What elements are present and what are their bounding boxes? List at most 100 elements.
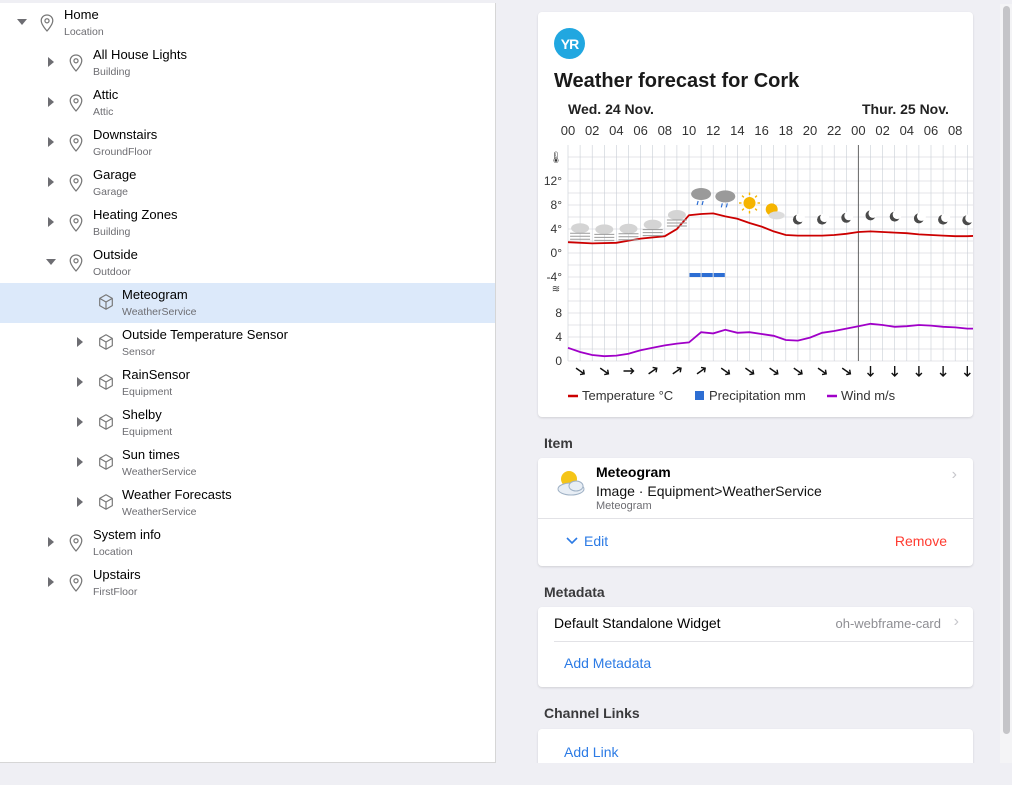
rain-cloud-icon [691, 188, 712, 206]
chevron-down-icon [566, 537, 578, 545]
tree-item[interactable]: Weather Forecasts WeatherService [0, 483, 495, 523]
collapse-toggle-icon[interactable] [14, 14, 30, 30]
tree-item-label: Shelby [122, 407, 162, 422]
legend-label: Temperature °C [582, 388, 673, 403]
tree-item[interactable]: Outside Temperature Sensor Sensor [0, 323, 495, 363]
tree-item[interactable]: RainSensor Equipment [0, 363, 495, 403]
meteogram-chart: 00 02 04 06 08 10 12 14 16 18 20 22 00 02 04 06 0812°8°4… [544, 123, 973, 403]
cube-icon [97, 493, 115, 513]
sun-icon [739, 192, 760, 214]
hour-tick-label: 04 [900, 123, 914, 138]
edit-button[interactable]: Edit [566, 533, 608, 549]
tree-item-sublabel: GroundFloor [93, 146, 152, 158]
expand-toggle-icon[interactable] [72, 494, 88, 510]
hour-tick-label: 00 [561, 123, 575, 138]
expand-toggle-icon[interactable] [72, 414, 88, 430]
remove-button[interactable]: Remove [894, 533, 947, 549]
tree-item[interactable]: Attic Attic [0, 83, 495, 123]
tree-item[interactable]: Meteogram WeatherService [0, 283, 495, 323]
tree-item[interactable]: Garage Garage [0, 163, 495, 203]
tree-item-label: Weather Forecasts [122, 487, 232, 502]
cube-icon [97, 453, 115, 473]
tree-item-sublabel: Garage [93, 186, 129, 198]
tree-item-sublabel: Equipment [122, 386, 173, 398]
temperature-tick-label: 12° [544, 174, 562, 188]
tree-item[interactable]: Sun times WeatherService [0, 443, 495, 483]
moon-icon [841, 211, 854, 223]
tree-item-sublabel: Attic [93, 106, 114, 118]
expand-toggle-icon[interactable] [43, 54, 59, 70]
tree-item[interactable]: Heating Zones Building [0, 203, 495, 243]
edit-button-label: Edit [584, 533, 609, 549]
wind-arrow-icon [891, 366, 899, 377]
tree-item-label: System info [93, 527, 161, 542]
tree-item-label: Meteogram [122, 287, 188, 302]
scrollbar-thumb[interactable] [1003, 6, 1010, 734]
expand-toggle-icon[interactable] [43, 94, 59, 110]
temperature-tick-label: 0° [551, 246, 563, 260]
wind-arrow-icon [720, 367, 731, 376]
rain-cloud-icon [715, 190, 736, 208]
chevron-right-icon[interactable]: › [951, 466, 957, 483]
metadata-section-title: Metadata [544, 584, 605, 600]
expand-toggle-icon[interactable] [72, 454, 88, 470]
wind-line [567, 322, 973, 358]
wind-arrow-icon [867, 366, 874, 377]
partly-cloudy-icon [557, 471, 585, 496]
tree-item[interactable]: Shelby Equipment [0, 403, 495, 443]
add-link-button[interactable]: Add Link [564, 744, 619, 760]
expand-toggle-icon[interactable] [43, 174, 59, 190]
expand-toggle-icon[interactable] [43, 574, 59, 590]
tree-item[interactable]: All House Lights Building [0, 43, 495, 83]
moon-icon [792, 213, 805, 225]
fog-icon [642, 219, 663, 237]
location-pin-icon [68, 133, 86, 153]
temperature-tick-label: 4° [551, 222, 563, 236]
fog-icon [666, 210, 687, 227]
tree-item-label: Outside Temperature Sensor [122, 327, 288, 342]
moon-icon [889, 210, 902, 222]
tree-item-label: Garage [93, 167, 137, 182]
tree-item-sublabel: Location [93, 546, 133, 558]
tree-item-label: RainSensor [122, 367, 190, 382]
legend-label: Precipitation mm [709, 388, 806, 403]
expand-toggle-icon[interactable] [43, 534, 59, 550]
hour-tick-label: 02 [585, 123, 599, 138]
metadata-row[interactable]: Default Standalone Widget oh-webframe-ca… [538, 607, 973, 641]
tree-item[interactable]: Upstairs FirstFloor [0, 563, 495, 603]
location-pin-icon [39, 13, 57, 33]
tree-item[interactable]: Downstairs GroundFloor [0, 123, 495, 163]
tree-item-label: Downstairs [93, 127, 158, 142]
tree-item-sublabel: Sensor [122, 346, 156, 358]
wind-tick-label: 4 [555, 330, 562, 344]
day-label-2: Thur. 25 Nov. [862, 101, 949, 117]
tree-item[interactable]: Outside Outdoor [0, 243, 495, 283]
moon-icon [817, 213, 830, 225]
model-tree: Home Location All House Lights Building Atti… [0, 3, 496, 763]
hour-tick-label: 02 [875, 123, 889, 138]
tree-item-sublabel: Equipment [122, 426, 173, 438]
add-metadata-link[interactable]: Add Metadata [564, 655, 652, 671]
moon-icon [913, 211, 926, 224]
tree-item-sublabel: Building [93, 66, 131, 78]
channel-links-section-title: Channel Links [544, 705, 640, 721]
location-pin-icon [68, 253, 86, 273]
hour-tick-label: 06 [633, 123, 647, 138]
fog-icon [570, 223, 591, 240]
tree-item[interactable]: Home Location [0, 3, 495, 43]
legend-label: Wind m/s [841, 388, 896, 403]
expand-toggle-icon[interactable] [43, 214, 59, 230]
cube-icon [97, 373, 115, 393]
tree-item-sublabel: Building [93, 226, 131, 238]
expand-toggle-icon[interactable] [43, 134, 59, 150]
wind-arrow-icon [672, 366, 682, 375]
expand-toggle-icon[interactable] [72, 334, 88, 350]
hour-tick-label: 18 [779, 123, 793, 138]
wind-arrow-icon [648, 366, 658, 375]
hour-tick-label: 14 [730, 123, 744, 138]
legend-swatch [695, 391, 704, 400]
hour-tick-label: 22 [827, 123, 841, 138]
expand-toggle-icon[interactable] [72, 374, 88, 390]
collapse-toggle-icon[interactable] [43, 254, 59, 270]
tree-item[interactable]: System info Location [0, 523, 495, 563]
